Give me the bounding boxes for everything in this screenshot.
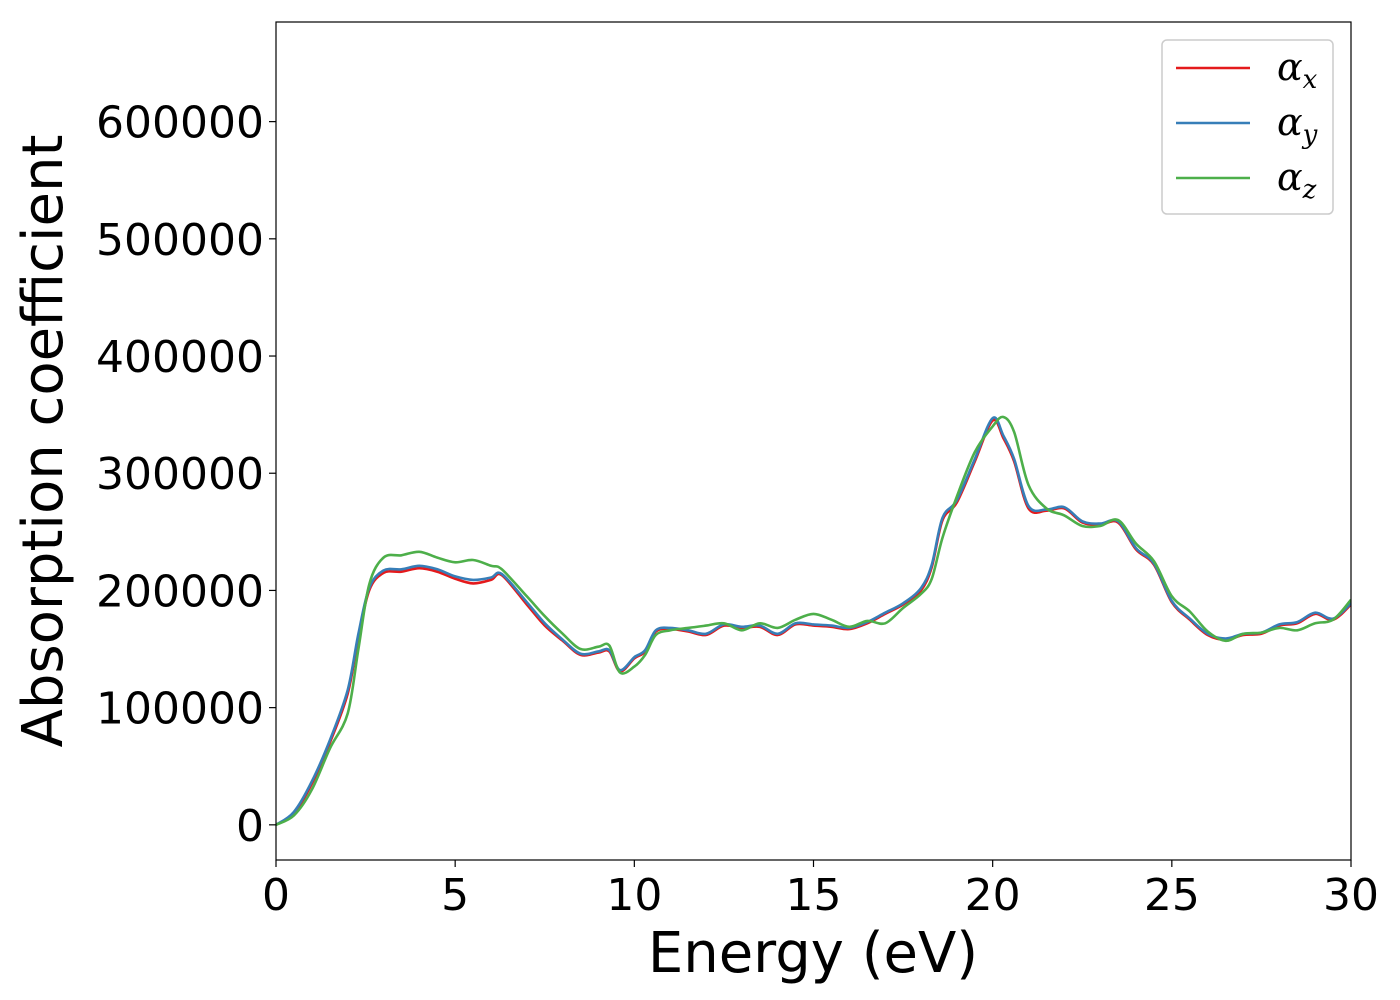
y-tick-label: 400000 — [96, 332, 264, 383]
x-tick-label: 0 — [262, 870, 290, 921]
series-line-z — [276, 415, 1351, 826]
x-tick-label: 5 — [441, 870, 469, 921]
y-tick-label: 100000 — [96, 684, 264, 735]
x-axis-label: Energy (eV) — [648, 921, 978, 986]
series-line-x — [276, 418, 1351, 826]
y-tick-label: 0 — [236, 801, 264, 852]
y-tick-label: 200000 — [96, 566, 264, 617]
legend-box — [1161, 39, 1334, 215]
x-tick-label: 25 — [1144, 870, 1200, 921]
y-axis-label: Absorption coefficient — [11, 135, 76, 748]
plot-lines — [276, 415, 1351, 826]
x-tick-label: 15 — [786, 870, 842, 921]
x-tick-label: 10 — [606, 870, 662, 921]
x-tick-label: 30 — [1323, 870, 1379, 921]
y-tick-label: 300000 — [96, 449, 264, 500]
x-tick-label: 20 — [965, 870, 1021, 921]
y-axis-ticks: 0 100000 200000 300000 400000 500000 600000 — [96, 98, 276, 852]
x-axis-ticks: 0 5 10 15 20 25 30 — [262, 860, 1379, 921]
y-tick-label: 600000 — [96, 98, 264, 149]
y-tick-label: 500000 — [96, 215, 264, 266]
